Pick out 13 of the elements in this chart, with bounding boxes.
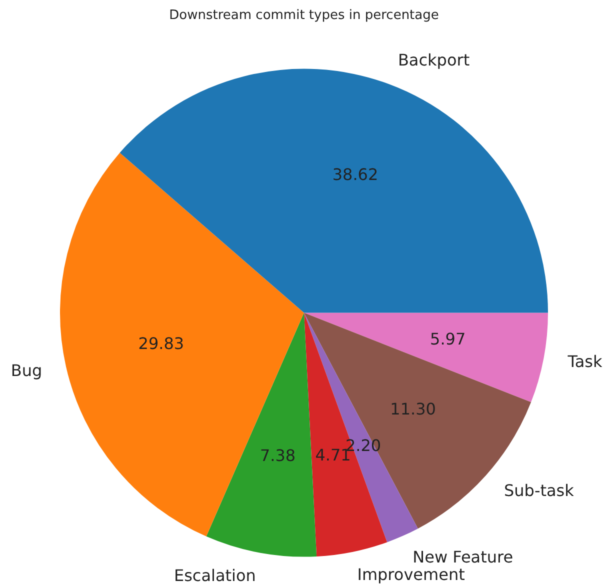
slice-label: Improvement (357, 565, 465, 584)
slice-label: Bug (10, 360, 42, 380)
slice-label: Backport (398, 50, 470, 70)
slice-label: New Feature (412, 547, 514, 566)
slice-label: Sub-task (504, 480, 575, 500)
data-label: 5.97 (430, 329, 466, 348)
data-label: 38.62 (332, 164, 378, 184)
chart-title: Downstream commit types in percentage (169, 8, 439, 24)
slice-label: Task (566, 352, 603, 371)
data-label: 7.38 (260, 446, 296, 465)
data-label: 11.30 (390, 400, 436, 419)
slice-label: Escalation (174, 566, 256, 586)
data-label: 29.83 (138, 334, 184, 354)
